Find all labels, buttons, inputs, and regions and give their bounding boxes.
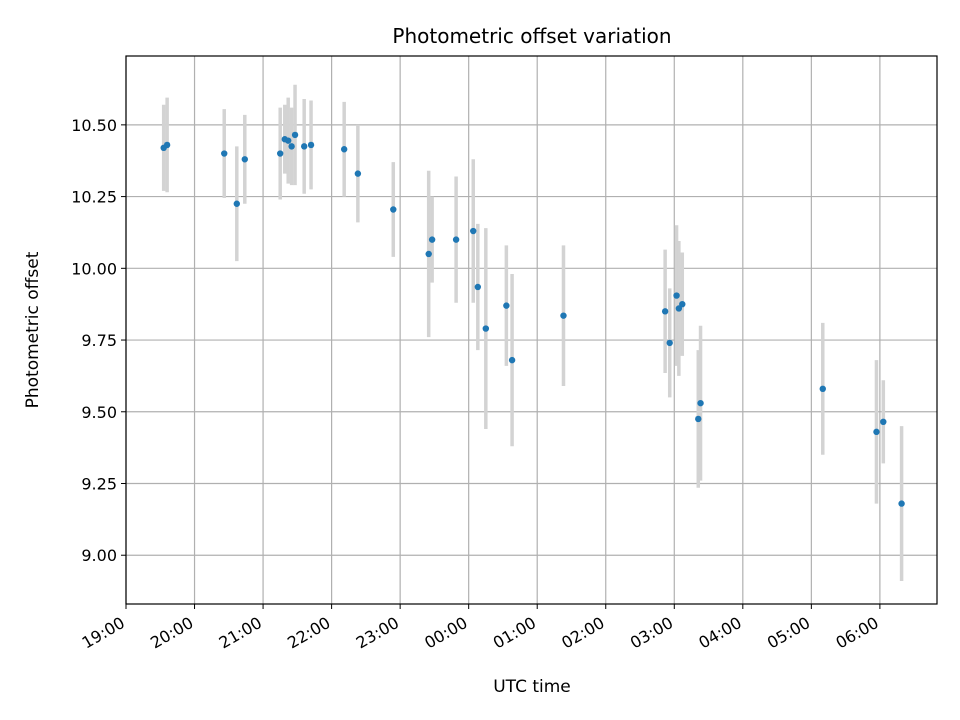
data-point <box>482 325 490 332</box>
data-point <box>873 428 880 436</box>
data-point <box>285 137 292 144</box>
data-point <box>697 399 704 407</box>
data-point <box>673 292 680 299</box>
data-point <box>666 339 673 347</box>
data-point <box>508 356 516 364</box>
data-point <box>241 156 248 163</box>
data-point <box>354 170 362 177</box>
data-point <box>470 227 477 235</box>
data-point <box>675 305 683 312</box>
data-points <box>160 131 905 507</box>
data-point <box>307 141 315 149</box>
data-point <box>679 300 686 308</box>
y-tick-label: 10.50 <box>71 116 117 135</box>
data-point <box>428 236 436 243</box>
data-point <box>390 206 397 213</box>
data-point <box>288 143 295 150</box>
data-point <box>221 150 228 157</box>
data-point <box>340 146 348 153</box>
data-point <box>163 141 171 149</box>
data-point <box>695 415 702 423</box>
data-point <box>898 500 905 507</box>
y-axis-ticks: 9.00 9.25 9.50 9.75 10.00 10.25 10.50 <box>71 116 126 565</box>
data-point <box>291 131 299 139</box>
data-point <box>277 150 284 157</box>
data-point <box>233 200 240 207</box>
data-point <box>503 302 510 309</box>
y-tick-label: 9.00 <box>81 546 117 565</box>
grid-lines <box>125 56 937 604</box>
data-point <box>880 418 887 426</box>
data-point <box>819 385 826 393</box>
data-point <box>474 283 482 291</box>
data-point <box>560 312 567 319</box>
chart-title: Photometric offset variation <box>392 24 671 48</box>
y-tick-label: 9.75 <box>81 331 117 350</box>
y-tick-label: 9.25 <box>81 474 117 493</box>
data-point <box>425 250 432 258</box>
plot-frame <box>125 55 938 605</box>
y-tick-label: 10.00 <box>71 259 117 278</box>
data-point <box>452 236 460 243</box>
y-tick-label: 10.25 <box>71 188 117 207</box>
x-axis-label: UTC time <box>493 677 571 697</box>
data-point <box>300 143 308 150</box>
y-axis-label: Photometric offset <box>23 251 43 408</box>
y-tick-label: 9.50 <box>81 403 117 422</box>
data-point <box>661 308 669 315</box>
